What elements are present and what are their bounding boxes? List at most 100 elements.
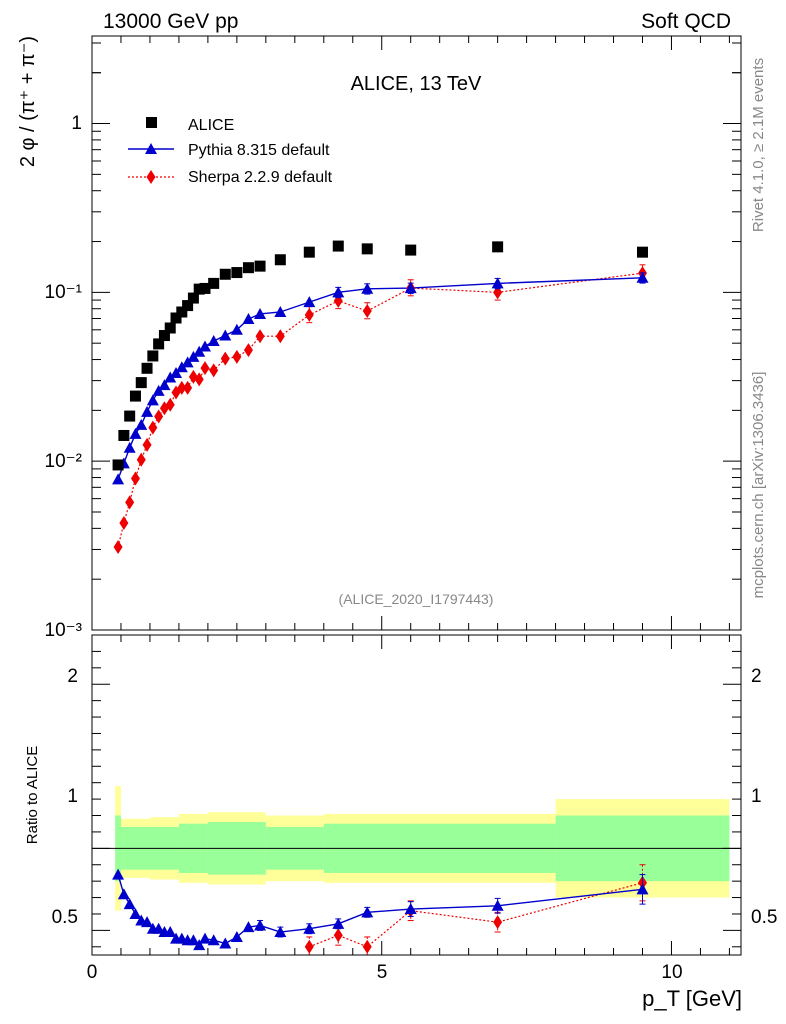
ratio-pythia-point (129, 907, 142, 919)
ratio-pythia-point (230, 930, 243, 942)
pythia-point (112, 473, 125, 485)
analysis-id: (ALICE_2020_I1797443) (339, 591, 494, 607)
legend-label-sherpa: Sherpa 2.2.9 default (188, 169, 333, 186)
ratio-pythia-point (219, 937, 232, 949)
alice-point (158, 330, 170, 342)
sherpa-point (220, 351, 230, 366)
alice-point (274, 254, 286, 266)
ratio-series (112, 864, 649, 955)
ratio-tick-label-0.5-right: 0.5 (751, 907, 777, 928)
alice-point (332, 240, 344, 252)
legend-label-alice: ALICE (188, 117, 234, 134)
alice-point (112, 459, 124, 471)
ratio-axis-ticks (91, 635, 741, 955)
alice-point (124, 410, 136, 422)
ratio-pythia-point (123, 898, 136, 910)
pythia-point (164, 371, 177, 383)
ratio-pythia-point (242, 921, 255, 933)
mcplots-label: mcplots.cern.ch [arXiv:1306.3436] (750, 372, 767, 599)
ratio-pythia-point (164, 926, 177, 938)
ratio-panel: Ratio to ALICE 2 1 0.5 2 1 0.5 0 5 10 p_… (24, 634, 777, 1011)
sherpa-point (136, 452, 146, 467)
pythia-point (404, 282, 417, 294)
sherpa-line (117, 272, 643, 548)
ratio-pythia-point (141, 916, 154, 928)
sherpa-point (177, 380, 187, 395)
ratio-pythia-point (274, 926, 287, 938)
pythia-point (181, 356, 194, 368)
sherpa-point (119, 516, 129, 531)
pythia-point (175, 361, 188, 373)
x-axis-label: p_T [GeV] (642, 986, 742, 1011)
legend: ALICE Pythia 8.315 default Sherpa 2.2.9 … (128, 117, 333, 186)
x-tick-label-10: 10 (661, 962, 682, 983)
pythia-point (219, 329, 232, 341)
sherpa-point (200, 361, 210, 376)
pythia-point (242, 313, 255, 325)
y-tick-label-0.1: 10⁻¹ (45, 282, 83, 303)
ratio-pythia-point (404, 903, 417, 915)
sherpa-point (304, 307, 314, 322)
y-tick-label-1: 1 (71, 113, 82, 134)
alice-point (164, 322, 176, 334)
sherpa-point (142, 437, 152, 452)
ratio-sherpa-point (304, 939, 314, 954)
ratio-tick-label-0.5-left: 0.5 (52, 907, 78, 928)
pythia-point (146, 394, 159, 406)
pythia-point (636, 271, 649, 283)
x-tick-label-5: 5 (377, 962, 388, 983)
alice-point (135, 377, 147, 389)
chart-title: ALICE, 13 TeV (351, 73, 482, 95)
ratio-tick-label-1-left: 1 (67, 786, 78, 807)
alice-point (208, 277, 220, 289)
ratio-sherpa-line (309, 882, 643, 948)
main-panel: ALICE, 13 TeV (ALICE_2020_I1797443) 2 φ … (17, 35, 742, 641)
sherpa-point (154, 409, 164, 424)
y-tick-label-0.01: 10⁻² (45, 451, 83, 472)
pythia-point (230, 323, 243, 335)
pythia-point (187, 350, 200, 362)
ratio-pythia-point (303, 922, 316, 934)
ratio-pythia-point (198, 932, 211, 944)
legend-marker-pythia (145, 143, 157, 154)
main-series (112, 240, 649, 555)
ratio-pythia-point (112, 868, 125, 880)
pythia-point (332, 286, 345, 298)
main-axis-ticks (91, 36, 741, 631)
alice-point (219, 268, 231, 280)
alice-point (153, 338, 165, 350)
ratio-tick-label-2-right: 2 (751, 666, 762, 687)
alice-point (170, 312, 182, 324)
pythia-point (303, 296, 316, 308)
ratio-sherpa-point (362, 939, 372, 954)
sherpa-point (113, 540, 123, 555)
pythia-point (152, 384, 165, 396)
pythia-point (491, 277, 504, 289)
legend-marker-alice (146, 117, 157, 128)
sherpa-point (362, 304, 372, 319)
sherpa-point (209, 363, 219, 378)
alice-point (405, 244, 417, 256)
rivet-label: Rivet 4.1.0, ≥ 2.1M events (750, 58, 767, 232)
alice-point (231, 267, 243, 279)
pythia-point (129, 427, 142, 439)
pythia-point (361, 282, 374, 294)
alice-point (303, 246, 315, 258)
x-tick-label-0: 0 (87, 962, 98, 983)
alice-point (118, 429, 130, 441)
ratio-pythia-point (361, 906, 374, 918)
alice-point (141, 362, 153, 374)
ratio-sherpa-point (493, 915, 503, 930)
ratio-pythia-point (491, 899, 504, 911)
sherpa-point (148, 420, 158, 435)
ratio-pythia-point (332, 917, 345, 929)
ratio-pythia-point (152, 922, 165, 934)
alice-point (193, 283, 205, 295)
sherpa-point (125, 495, 135, 510)
alice-point (492, 241, 504, 253)
pythia-point (274, 305, 287, 317)
ratio-frame (91, 634, 742, 956)
pythia-point (170, 366, 183, 378)
sherpa-point (243, 343, 253, 358)
